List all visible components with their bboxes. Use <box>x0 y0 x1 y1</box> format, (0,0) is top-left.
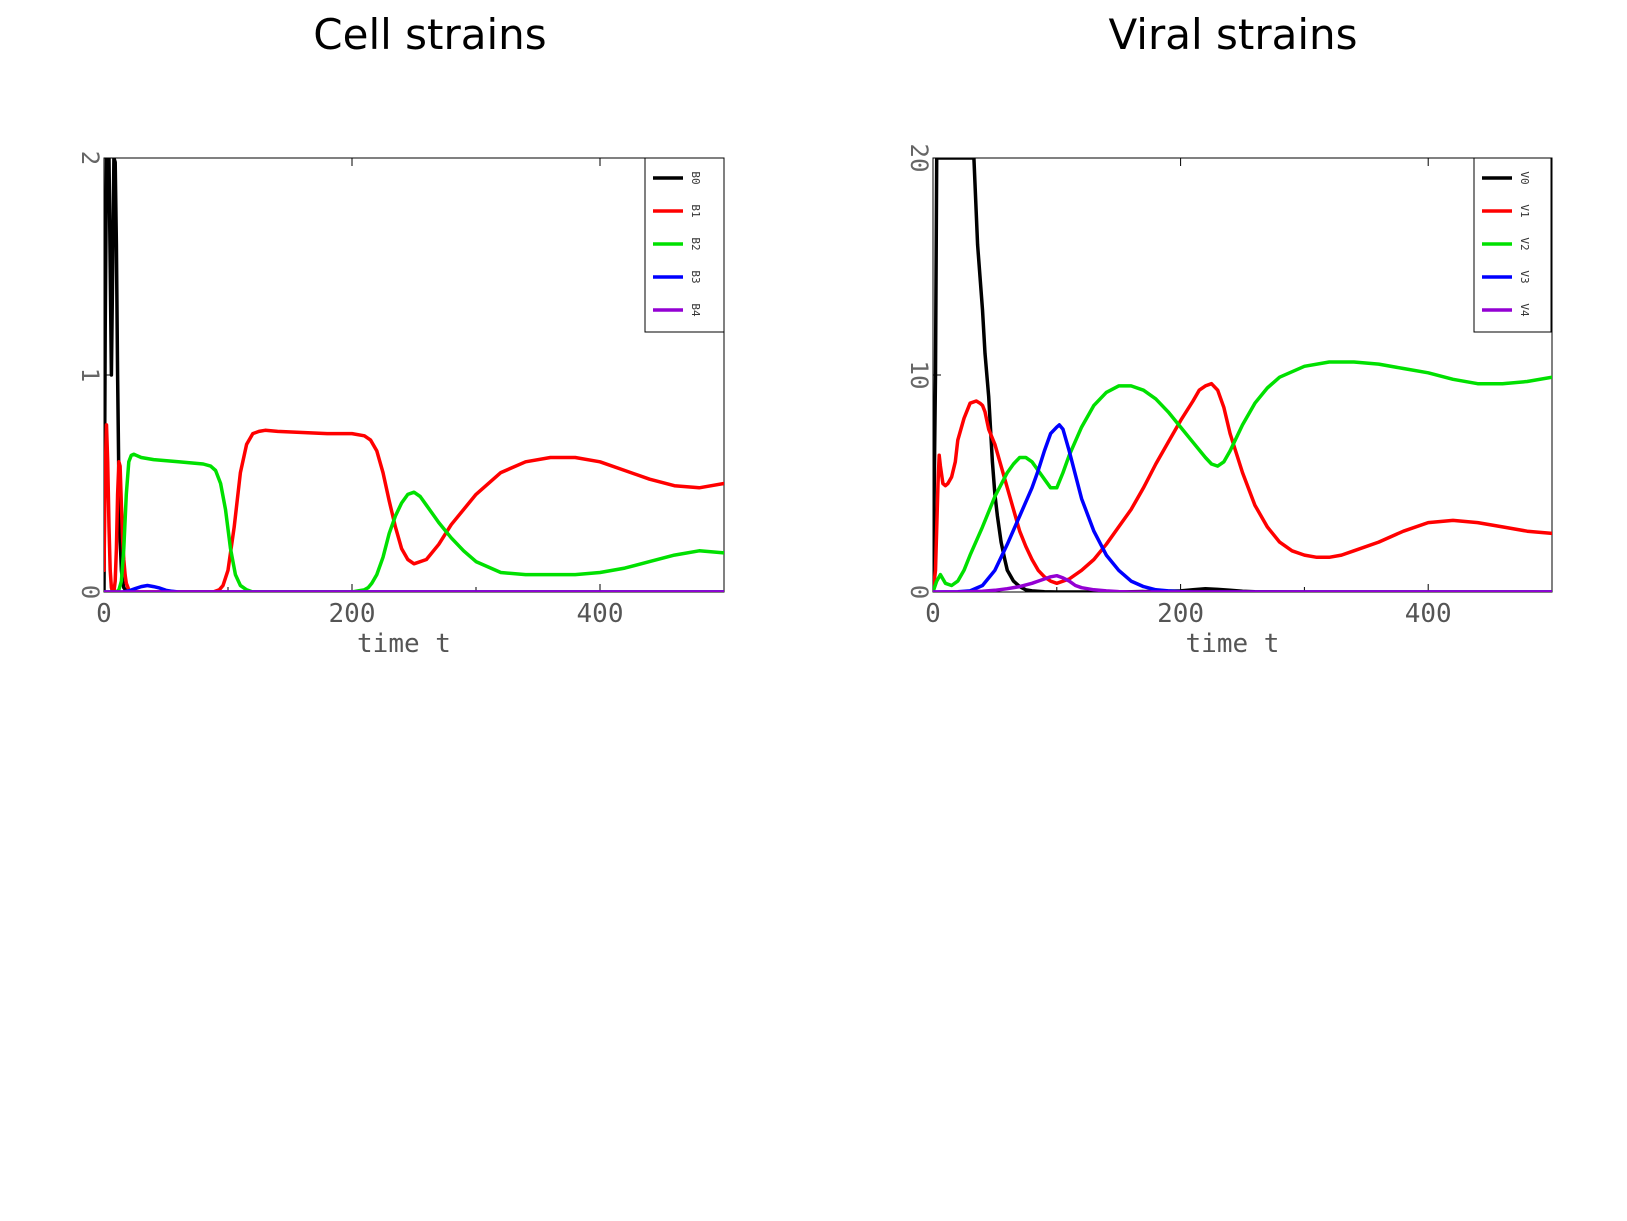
cell-legend-label-b3: B3 <box>689 270 702 283</box>
viral-x-tick-label: 400 <box>1405 599 1452 629</box>
cell-x-tick-label: 400 <box>577 599 624 629</box>
cell-series-group <box>104 158 724 592</box>
viral-x-axis-label: time t <box>1186 629 1280 659</box>
right-chart-title: Viral strains <box>1108 10 1358 59</box>
cell-x-axis-label: time t <box>357 629 451 659</box>
viral-series-v0 <box>933 158 1552 592</box>
cell-strains-chart: 0 200 400 0 1 2 time t B0 B1 B2 B3 B4 <box>76 151 725 659</box>
cell-series-b0 <box>104 158 724 592</box>
viral-series-v3 <box>933 423 1552 592</box>
left-chart-title: Cell strains <box>313 10 547 59</box>
cell-legend-label-b0: B0 <box>689 171 702 184</box>
viral-x-tick-label: 0 <box>925 599 941 629</box>
cell-x-tick-label: 0 <box>96 599 112 629</box>
cell-y-tick-label: 2 <box>76 151 104 165</box>
viral-plot-frame <box>932 157 1553 593</box>
viral-series-group <box>933 158 1552 592</box>
cell-legend: B0 B1 B2 B3 B4 <box>644 157 725 333</box>
viral-x-tick-label: 200 <box>1157 599 1204 629</box>
viral-legend-label-v3: V3 <box>1518 270 1531 283</box>
viral-y-tick-label: 0 <box>905 585 933 599</box>
viral-y-tick-label: 20 <box>905 144 933 173</box>
cell-legend-label-b2: B2 <box>689 237 702 250</box>
cell-legend-label-b4: B4 <box>689 303 702 317</box>
cell-y-tick-label: 1 <box>76 368 104 382</box>
cell-x-tick-label: 200 <box>329 599 376 629</box>
viral-strains-chart: 0 200 400 0 10 20 time t V0 V1 V2 V3 V4 <box>905 144 1553 659</box>
cell-plot-frame <box>103 157 725 593</box>
cell-legend-label-b1: B1 <box>689 204 702 217</box>
viral-legend-label-v2: V2 <box>1518 237 1531 250</box>
viral-legend-label-v1: V1 <box>1518 204 1531 217</box>
viral-y-tick-label: 10 <box>905 361 933 390</box>
cell-series-b1 <box>104 423 724 592</box>
viral-series-v4 <box>933 573 1552 592</box>
viral-legend: V0 V1 V2 V3 V4 <box>1473 157 1552 333</box>
cell-y-tick-label: 0 <box>76 585 104 599</box>
cell-series-b2 <box>104 452 724 592</box>
viral-series-v1 <box>933 381 1552 592</box>
viral-series-v2 <box>933 360 1552 592</box>
viral-legend-label-v4: V4 <box>1518 303 1531 317</box>
viral-legend-label-v0: V0 <box>1518 171 1531 184</box>
